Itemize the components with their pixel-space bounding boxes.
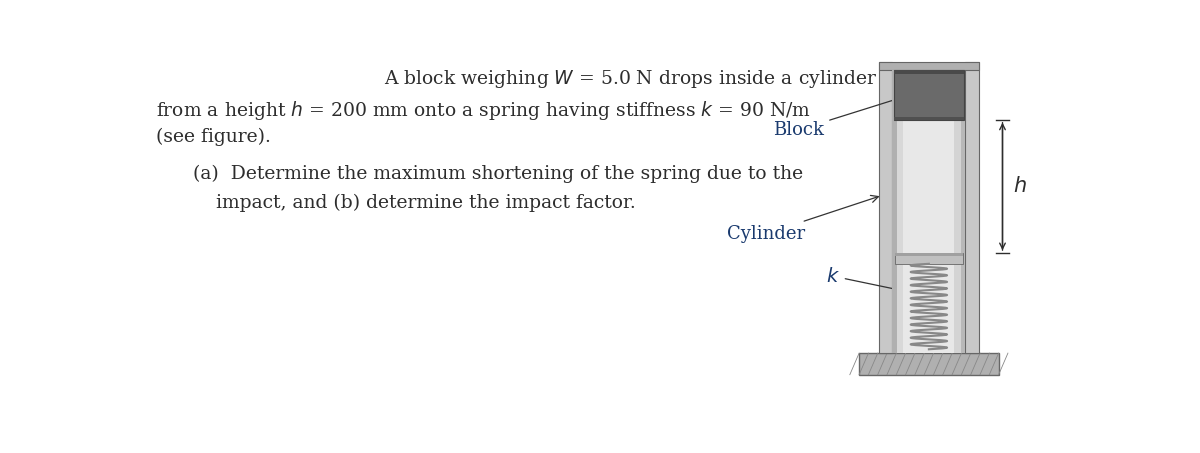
Text: Cylinder: Cylinder	[727, 195, 878, 243]
Bar	[895, 253, 962, 264]
Text: impact, and (b) determine the impact factor.: impact, and (b) determine the impact fac…	[216, 194, 636, 212]
Text: $h$: $h$	[1013, 176, 1027, 197]
Bar	[894, 117, 964, 120]
Text: $k$: $k$	[826, 267, 902, 293]
Bar	[954, 70, 961, 353]
Bar	[965, 62, 979, 353]
Bar	[878, 62, 979, 70]
Bar	[898, 70, 904, 353]
Text: Block: Block	[773, 92, 914, 139]
Bar	[895, 253, 962, 256]
Bar	[878, 62, 893, 353]
Text: A block weighing $W$ = 5.0 N drops inside a cylinder: A block weighing $W$ = 5.0 N drops insid…	[384, 68, 877, 90]
Text: (see figure).: (see figure).	[156, 127, 271, 146]
Bar	[961, 70, 965, 353]
Bar	[904, 70, 954, 353]
Bar	[894, 70, 964, 74]
Bar	[894, 70, 964, 120]
Bar	[859, 353, 998, 375]
Text: (a)  Determine the maximum shortening of the spring due to the: (a) Determine the maximum shortening of …	[193, 164, 803, 183]
Bar	[893, 70, 965, 353]
Bar	[893, 70, 898, 353]
Text: from a height $h$ = 200 mm onto a spring having stiffness $k$ = 90 N/m: from a height $h$ = 200 mm onto a spring…	[156, 99, 811, 122]
